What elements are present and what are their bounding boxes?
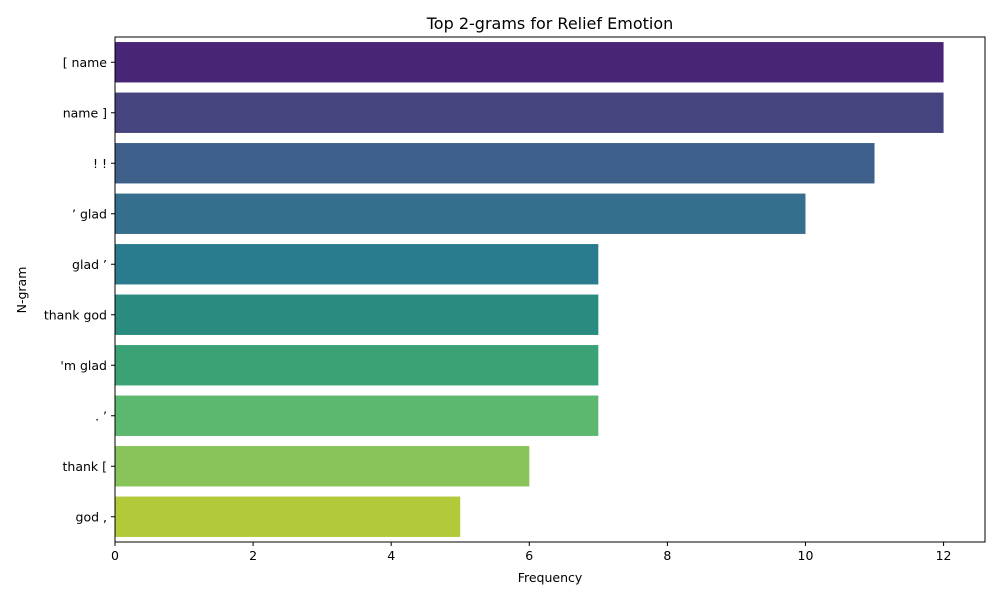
chart-title: Top 2-grams for Relief Emotion [426, 14, 674, 33]
plot-frame [114, 36, 986, 543]
bar [115, 496, 461, 537]
y-tick-label: ’ glad [72, 206, 107, 221]
bar [115, 92, 944, 133]
x-tick-label: 0 [111, 548, 119, 563]
bar [115, 143, 875, 184]
y-axis-label: N-gram [14, 267, 29, 314]
y-tick-label: god , [76, 509, 107, 524]
bar [115, 395, 599, 436]
y-tick-label: . ’ [95, 408, 107, 423]
x-axis-ticks: 0 2 4 6 8 10 12 [111, 542, 952, 563]
y-tick-label: 'm glad [60, 358, 107, 373]
bar [115, 193, 806, 234]
y-tick-label: [ name [63, 55, 108, 70]
y-tick-label: ! ! [93, 156, 107, 171]
bar [115, 42, 944, 83]
x-tick-label: 2 [249, 548, 257, 563]
y-tick-label: glad ’ [72, 257, 107, 272]
x-tick-label: 12 [936, 548, 952, 563]
bars-group [115, 42, 944, 537]
x-tick-label: 10 [798, 548, 814, 563]
bar [115, 446, 530, 487]
x-tick-label: 4 [387, 548, 395, 563]
bar [115, 244, 599, 285]
bar [115, 294, 599, 335]
y-tick-label: thank [ [63, 459, 108, 474]
x-tick-label: 6 [525, 548, 533, 563]
y-tick-label: name ] [63, 105, 107, 120]
x-tick-label: 8 [663, 548, 671, 563]
x-axis-label: Frequency [518, 570, 583, 585]
y-tick-label: thank god [44, 307, 107, 322]
bar [115, 345, 599, 386]
y-axis-ticks: [ name name ] ! ! ’ glad glad ’ thank god 'm g… [44, 55, 115, 524]
